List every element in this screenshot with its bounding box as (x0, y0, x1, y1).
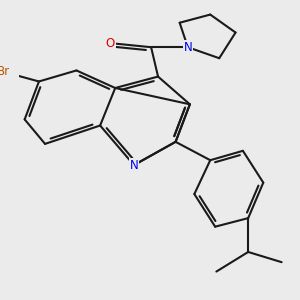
Text: Br: Br (0, 65, 10, 78)
Text: N: N (130, 159, 138, 172)
Text: O: O (106, 37, 115, 50)
Text: N: N (183, 41, 192, 54)
